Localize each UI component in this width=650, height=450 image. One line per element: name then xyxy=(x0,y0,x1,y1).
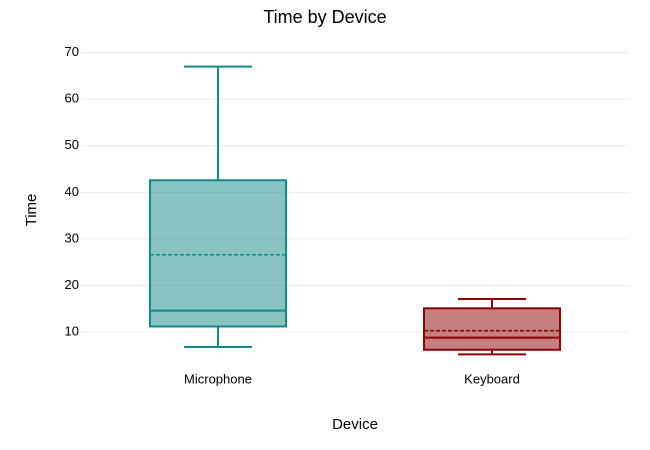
chart-title: Time by Device xyxy=(263,7,386,27)
y-axis-label: Time xyxy=(23,194,40,227)
y-tick-label: 40 xyxy=(65,184,79,199)
box xyxy=(149,179,287,328)
y-tick-label: 30 xyxy=(65,230,79,245)
box xyxy=(423,307,561,351)
y-tick-label: 50 xyxy=(65,137,79,152)
x-axis-label: Device xyxy=(332,416,378,433)
x-tick-label: Microphone xyxy=(184,371,252,386)
y-tick-label: 20 xyxy=(65,277,79,292)
x-tick-label: Keyboard xyxy=(464,371,520,386)
y-tick-label: 10 xyxy=(65,323,79,338)
y-tick-label: 70 xyxy=(65,44,79,59)
y-tick-label: 60 xyxy=(65,91,79,106)
